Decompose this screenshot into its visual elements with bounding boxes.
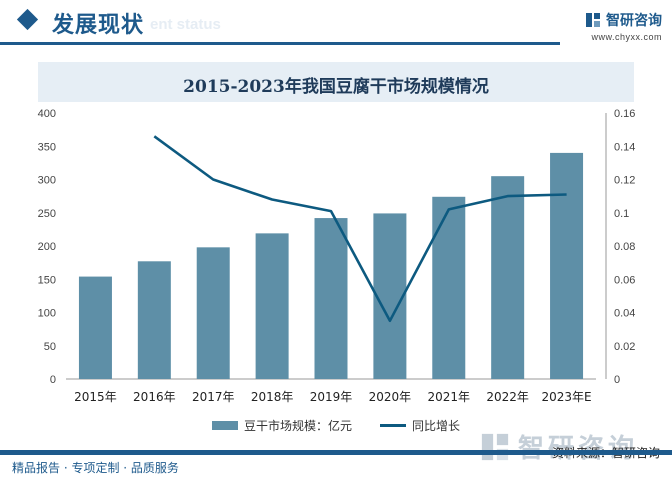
legend-bar-swatch <box>211 421 238 430</box>
bar <box>550 152 584 379</box>
footer: 精品报告 · 专项定制 · 品质服务 <box>0 450 672 493</box>
page-title: 发展现状 <box>52 12 145 38</box>
page-subtitle: ent status <box>150 16 221 33</box>
x-tick-label: 2016年 <box>133 390 176 404</box>
chart-title: 2015-2023年我国豆腐干市场规模情况 <box>183 77 489 97</box>
y-left-tick-label: 250 <box>38 208 56 220</box>
header-rule <box>0 42 560 45</box>
growth-line <box>153 135 567 323</box>
y-left-tick-label: 0 <box>50 374 56 386</box>
chart-title-band: 2015-2023年我国豆腐干市场规模情况 <box>38 62 634 102</box>
brand-name: 智研咨询 <box>606 13 662 29</box>
watermark-text: 智研咨询 <box>518 434 639 464</box>
bar <box>432 196 466 379</box>
legend: 豆干市场规模：亿元 同比增长 <box>0 417 672 434</box>
bar <box>314 218 348 379</box>
brand-logo-icon <box>586 13 600 27</box>
y-right-tick-label: 0.08 <box>614 241 635 253</box>
y-right-tick-label: 0.16 <box>614 108 635 120</box>
x-tick-label: 2022年 <box>486 390 529 404</box>
brand-url: www.chyxx.com <box>591 32 662 42</box>
legend-item-bar: 豆干市场规模：亿元 <box>211 417 352 434</box>
header: 发展现状 ent status 智研咨询 www.chyxx.com <box>0 0 672 48</box>
y-right-tick-label: 0.02 <box>614 341 635 353</box>
x-tick-label: 2015年 <box>74 390 117 404</box>
y-right-tick-label: 0 <box>614 374 620 386</box>
bar <box>373 213 407 379</box>
legend-label-line: 同比增长 <box>412 419 461 433</box>
bar <box>255 233 289 379</box>
x-tick-label: 2018年 <box>251 390 294 404</box>
x-tick-label: 2019年 <box>310 390 353 404</box>
legend-item-line: 同比增长 <box>380 417 460 434</box>
bar <box>491 176 525 379</box>
bar <box>78 276 112 379</box>
footer-bar <box>0 450 672 455</box>
bar <box>196 247 230 379</box>
footer-text: 精品报告 · 专项定制 · 品质服务 <box>12 461 179 475</box>
y-left-tick-label: 300 <box>38 175 56 187</box>
y-left-tick-label: 350 <box>38 141 56 153</box>
y-right-tick-label: 0.04 <box>614 308 635 320</box>
y-left-tick-label: 200 <box>38 241 56 253</box>
x-tick-label: 2021年 <box>428 390 471 404</box>
x-tick-label: 2017年 <box>192 390 235 404</box>
y-left-tick-label: 50 <box>44 341 56 353</box>
y-left-tick-label: 100 <box>38 308 56 320</box>
bar <box>137 261 171 379</box>
y-left-tick-label: 400 <box>38 108 56 120</box>
x-tick-label: 2023年E <box>541 390 591 404</box>
x-tick-label: 2020年 <box>369 390 412 404</box>
legend-line-swatch <box>380 424 406 427</box>
y-left-tick-label: 150 <box>38 274 56 286</box>
y-right-tick-label: 0.12 <box>614 175 635 187</box>
legend-label-bar: 豆干市场规模：亿元 <box>243 419 352 433</box>
y-right-tick-label: 0.1 <box>614 208 629 220</box>
y-right-tick-label: 0.06 <box>614 274 635 286</box>
brand: 智研咨询 www.chyxx.com <box>585 10 662 42</box>
y-right-tick-label: 0.14 <box>614 141 635 153</box>
